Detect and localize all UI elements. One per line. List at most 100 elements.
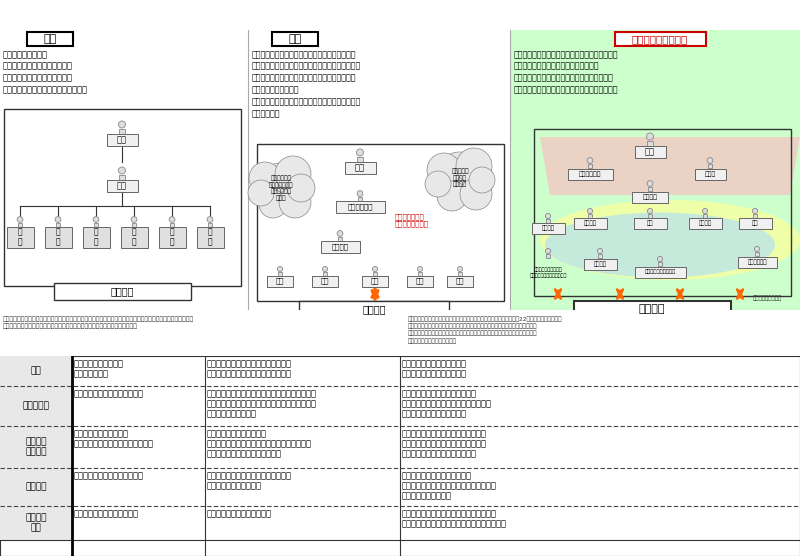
Text: （注）専門スタッフとして想定されるものについては、本答申（案）の22ページを参照。また、
地域社会の構成員として、保護者や地域住民等の学校関係者や、警察、消防、: （注）専門スタッフとして想定されるものについては、本答申（案）の22ページを参照… [408,316,562,344]
Text: 教諭: 教諭 [456,277,464,284]
Circle shape [357,149,363,156]
Text: 指導教諭: 指導教諭 [583,220,597,226]
Text: 校長: 校長 [645,147,655,156]
Text: 定置教諭: 定置教諭 [594,261,606,267]
Text: 教頭: 教頭 [117,181,127,191]
Circle shape [275,156,311,192]
Text: 学
級: 学 級 [208,227,212,247]
FancyBboxPatch shape [45,226,71,247]
Text: ・学習指導、生徒指導等が中心: ・学習指導、生徒指導等が中心 [74,389,144,398]
Text: ・学校教職員に占める教員以外の専門スタッフの
　比率が国際的に見て低い構造で、複雑化・多様化
　する課題が教員に集中し、授業等の教育指導に
　専念しづらい状況。: ・学校教職員に占める教員以外の専門スタッフの 比率が国際的に見て低い構造で、複雑… [252,50,362,118]
FancyBboxPatch shape [447,276,473,286]
Text: 事務職員: 事務職員 [698,220,711,226]
Text: 校長: 校長 [117,136,127,145]
Circle shape [322,266,327,271]
FancyBboxPatch shape [647,141,653,146]
FancyBboxPatch shape [267,276,293,286]
FancyBboxPatch shape [598,254,602,258]
FancyBboxPatch shape [658,262,662,266]
Circle shape [249,162,281,194]
Circle shape [437,181,467,211]
Text: スクールカウンセラー
スクールソーシャルワーカー: スクールカウンセラー スクールソーシャルワーカー [530,267,566,278]
Text: ・アクティブ・ラーニングの
　視点からの不断の授業改善: ・アクティブ・ラーニングの 視点からの不断の授業改善 [402,359,467,379]
Text: 地域社会: 地域社会 [110,286,134,296]
Circle shape [279,186,311,218]
Circle shape [753,208,758,214]
Circle shape [118,167,126,174]
Text: 事務長: 事務長 [704,171,716,177]
Bar [0,468,72,506]
FancyBboxPatch shape [197,226,223,247]
FancyBboxPatch shape [634,266,686,277]
Text: 教諭: 教諭 [752,220,758,226]
FancyBboxPatch shape [27,32,73,46]
Text: ・多様な専門スタッフを含めた
　学校組織全体を効果的に運営するための
　マネジメントが必要: ・多様な専門スタッフを含めた 学校組織全体を効果的に運営するための マネジメント… [402,471,497,501]
Text: 学
級: 学 級 [56,227,60,247]
Circle shape [207,217,213,222]
FancyBboxPatch shape [694,168,726,180]
FancyBboxPatch shape [588,164,592,168]
FancyBboxPatch shape [106,134,138,146]
FancyBboxPatch shape [338,237,342,241]
Text: 主幹教諭: 主幹教諭 [642,194,658,200]
Circle shape [373,266,378,271]
Text: 地域との
連携: 地域との 連携 [26,513,46,533]
Circle shape [248,180,274,206]
FancyBboxPatch shape [588,214,592,218]
Circle shape [598,249,602,254]
FancyBboxPatch shape [738,256,777,267]
Text: ・学習指導、生徒指導等に加え、複雑化・多様化
　する課題が教員に集中し、授業等の教育指導に
　専念しづらい状況。: ・学習指導、生徒指導等に加え、複雑化・多様化 する課題が教員に集中し、授業等の教… [207,389,317,419]
Text: 学
級: 学 級 [18,227,22,247]
Text: チームとしての学校: チームとしての学校 [632,34,688,44]
FancyBboxPatch shape [362,276,388,286]
FancyBboxPatch shape [418,272,422,276]
FancyBboxPatch shape [708,164,712,168]
Text: 学校組織
運営体制: 学校組織 運営体制 [26,438,46,456]
Circle shape [754,246,759,251]
Circle shape [337,231,343,236]
Circle shape [658,256,662,261]
Text: 学
級: 学 級 [132,227,136,247]
FancyBboxPatch shape [121,226,147,247]
FancyBboxPatch shape [321,241,359,253]
FancyBboxPatch shape [738,217,771,229]
FancyBboxPatch shape [323,272,327,276]
Text: 教諭: 教諭 [370,277,379,284]
Circle shape [259,190,287,218]
Text: 副校長・教頭: 副校長・教頭 [347,203,373,210]
FancyBboxPatch shape [299,301,449,318]
Text: ・縦ぶた型の教職員構造
・担任が「学年・学級王国」を形成: ・縦ぶた型の教職員構造 ・担任が「学年・学級王国」を形成 [74,429,154,448]
Text: 地域社会: 地域社会 [638,304,666,314]
Circle shape [357,191,363,196]
Text: ・コミュニティ・スクールの仕組みを活用
・チームとしての学校と地域の連携体制を整備: ・コミュニティ・スクールの仕組みを活用 ・チームとしての学校と地域の連携体制を整… [402,509,507,528]
FancyBboxPatch shape [170,223,174,227]
Circle shape [456,148,492,184]
FancyBboxPatch shape [312,276,338,286]
Text: ・教員の延長線上としての校長: ・教員の延長線上としての校長 [74,471,144,480]
Text: ・地域に対して閉鎖的な学校: ・地域に対して閉鎖的な学校 [74,509,139,518]
FancyBboxPatch shape [574,217,606,229]
Circle shape [587,208,593,214]
Circle shape [646,133,654,140]
FancyBboxPatch shape [82,226,110,247]
Circle shape [131,217,137,222]
FancyBboxPatch shape [614,32,706,46]
Text: 主幹教諭: 主幹教諭 [331,244,349,250]
Text: 教諭: 教諭 [646,220,654,226]
Circle shape [546,249,550,254]
Text: 専門スタッフ: 専門スタッフ [747,259,766,265]
Text: 従来: 従来 [43,34,57,44]
FancyBboxPatch shape [407,276,433,286]
FancyBboxPatch shape [531,222,565,234]
Text: （注）「従来」「現在」の学校に係る記述は、学校に対するステレオタイプ的な批判等を表しているものであり、
　　　具体の学校、あるいは、全ての学校を念頭に記述してい: （注）「従来」「現在」の学校に係る記述は、学校に対するステレオタイプ的な批判等を… [3,316,194,329]
FancyBboxPatch shape [106,180,138,192]
Circle shape [287,174,315,202]
FancyBboxPatch shape [54,283,191,300]
FancyBboxPatch shape [648,187,652,191]
Text: 現在: 現在 [288,34,302,44]
Text: 兼務教諭: 兼務教諭 [542,225,554,231]
Bar [0,356,72,386]
Text: ・多様な専門人材が責任を伴って学校に参画し、
　教員はより教育指導や生徒指導に注力
・学校のマネジメントが組織的に行われる体制
・チームとしての学校と地域の連携: ・多様な専門人材が責任を伴って学校に参画し、 教員はより教育指導や生徒指導に注力… [514,50,618,95]
Text: 部活動指導員（仮称）: 部活動指導員（仮称） [644,270,676,275]
Text: 組織的に連携・協働: 組織的に連携・協働 [753,295,782,301]
